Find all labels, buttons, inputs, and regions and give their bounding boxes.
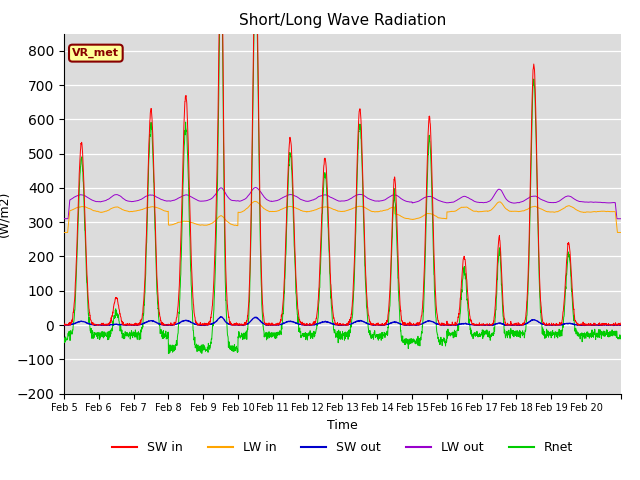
Line: SW in: SW in [64,0,621,325]
LW in [542,208,550,214]
SW out [236,322,244,328]
SW in [542,322,550,328]
X-axis label: Time: Time [327,419,358,432]
SW out [610,323,618,328]
LW out [116,193,124,199]
Rnet [116,322,124,327]
SW out [542,322,550,328]
SW out [510,322,518,328]
Rnet [164,351,172,357]
SW out [116,322,124,328]
Line: LW out: LW out [64,188,621,219]
SW out [217,314,225,320]
SW in [376,322,384,327]
Rnet [542,335,550,340]
Text: VR_met: VR_met [72,48,119,58]
SW out [617,322,625,328]
LW out [376,198,384,204]
LW in [236,210,244,216]
Rnet [60,335,68,341]
SW out [60,322,68,328]
Line: SW out: SW out [64,317,621,325]
Line: Rnet: Rnet [64,0,621,354]
SW in [60,322,68,328]
LW in [609,209,617,215]
SW out [376,322,384,328]
LW out [617,216,625,222]
LW out [510,200,518,206]
LW in [510,208,518,214]
LW in [617,229,625,235]
LW in [251,198,259,204]
SW in [60,321,68,326]
LW out [60,216,68,222]
Rnet [236,333,244,338]
Rnet [609,331,617,337]
Y-axis label: (W/m2): (W/m2) [0,191,11,237]
LW in [376,208,384,214]
SW in [116,311,124,317]
SW in [609,322,617,328]
SW out [609,322,617,328]
SW in [511,321,518,327]
LW out [542,198,550,204]
LW out [236,198,244,204]
LW in [60,229,68,235]
LW out [252,185,259,191]
Legend: SW in, LW in, SW out, LW out, Rnet: SW in, LW in, SW out, LW out, Rnet [107,436,578,459]
LW out [609,200,617,205]
Rnet [617,332,625,338]
SW in [236,322,244,328]
SW in [617,320,625,326]
Line: LW in: LW in [64,201,621,232]
Rnet [511,329,518,335]
LW in [116,205,124,211]
Title: Short/Long Wave Radiation: Short/Long Wave Radiation [239,13,446,28]
Rnet [376,333,384,338]
